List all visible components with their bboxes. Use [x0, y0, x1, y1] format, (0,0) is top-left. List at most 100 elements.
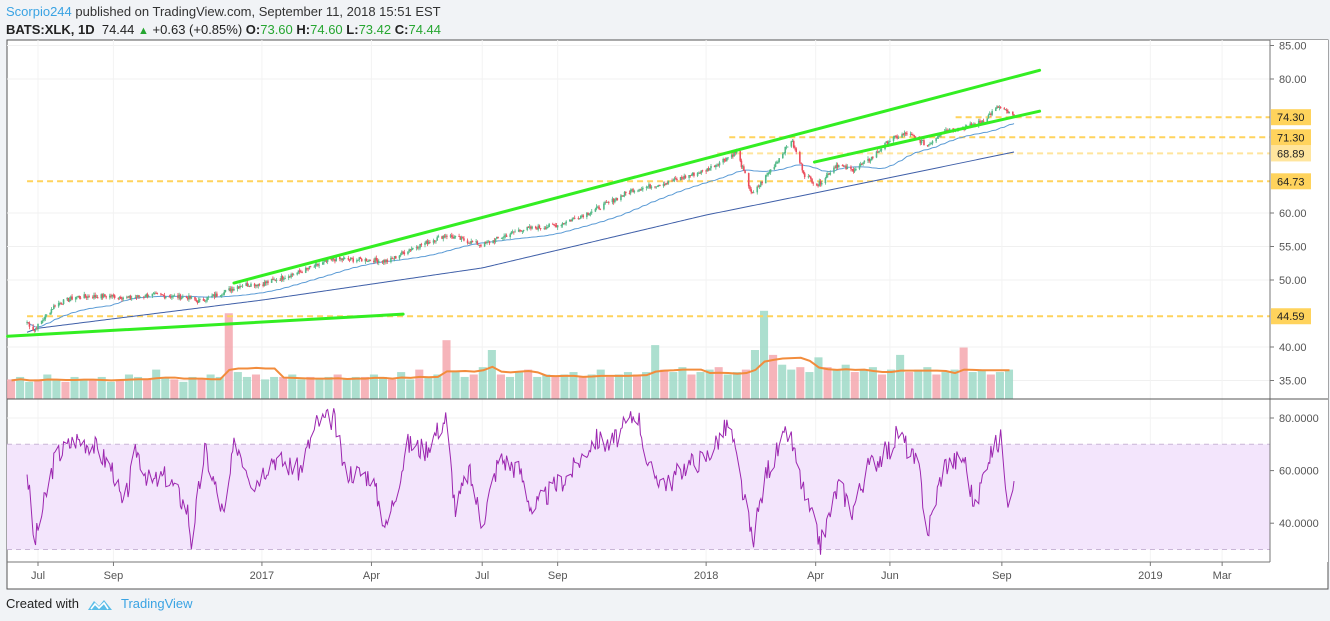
- tradingview-logo-icon: [87, 599, 112, 610]
- volume-bar: [560, 374, 569, 399]
- candle-body: [528, 226, 531, 228]
- candle-body: [970, 123, 973, 126]
- volume-bar: [451, 372, 460, 399]
- candle-body: [335, 257, 337, 262]
- candle-body: [879, 150, 881, 152]
- volume-bar: [823, 367, 832, 399]
- symbol-label[interactable]: BATS:XLK, 1D: [6, 22, 95, 37]
- candle-body: [829, 172, 832, 175]
- rsi-line: [26, 408, 1015, 555]
- volume-bar: [279, 376, 288, 399]
- candle-body: [432, 240, 435, 243]
- candle-body: [732, 154, 734, 157]
- candle-body: [931, 141, 934, 144]
- volume-bar: [52, 379, 61, 399]
- candle-body: [633, 190, 636, 193]
- candle-body: [274, 279, 277, 281]
- candle-body: [598, 206, 600, 210]
- candle-body: [505, 235, 508, 237]
- candle-body: [212, 294, 215, 296]
- candle-body: [239, 285, 241, 288]
- candle-body: [629, 190, 632, 194]
- candle-body: [667, 180, 670, 184]
- candle-body: [615, 198, 617, 201]
- candle-body: [324, 260, 327, 262]
- candle-body: [642, 187, 644, 190]
- candle-body: [640, 189, 643, 191]
- candle-body: [477, 244, 480, 246]
- candle-body: [60, 302, 62, 304]
- publish-info: Scorpio244 published on TradingView.com,…: [6, 4, 441, 19]
- candle-body: [740, 160, 743, 168]
- candle-body: [969, 123, 972, 126]
- candle-body: [420, 243, 423, 245]
- candle-body: [699, 172, 701, 174]
- candle-body: [171, 296, 173, 298]
- volume-bar: [360, 376, 369, 399]
- candle-body: [102, 294, 105, 298]
- candle-body: [255, 284, 257, 287]
- candle-body: [531, 226, 533, 229]
- candle-body: [897, 137, 900, 139]
- candle-body: [768, 172, 771, 174]
- candle-body: [828, 173, 830, 175]
- volume-bar: [342, 379, 351, 399]
- volume-bar: [596, 369, 605, 399]
- candle-body: [197, 300, 200, 303]
- tradingview-brand-link[interactable]: TradingView: [120, 596, 193, 611]
- volume-bar: [868, 367, 877, 399]
- candle-body: [547, 226, 549, 228]
- candle-body: [332, 258, 335, 260]
- volume-bar: [106, 381, 115, 399]
- candle-body: [444, 235, 447, 237]
- volume-bar: [415, 369, 424, 399]
- volume-series: [7, 310, 1014, 399]
- candle-body: [880, 149, 883, 151]
- candle-body: [510, 231, 513, 235]
- author-link[interactable]: Scorpio244: [6, 4, 72, 19]
- candle-body: [862, 162, 864, 164]
- time-tick-label: Apr: [807, 570, 824, 582]
- candle-body: [214, 293, 217, 297]
- candle-body: [308, 266, 311, 269]
- volume-bar: [261, 379, 270, 399]
- candle-body: [986, 118, 989, 122]
- candle-body: [483, 242, 486, 247]
- candle-body: [143, 296, 145, 298]
- candle-body: [569, 219, 571, 222]
- candle-body: [977, 120, 980, 126]
- candle-body: [128, 295, 131, 298]
- candle-body: [835, 164, 838, 169]
- candle-body: [573, 217, 576, 219]
- candle-body: [693, 172, 695, 176]
- price-tick-label: 85.00: [1279, 41, 1307, 53]
- candle-body: [716, 164, 718, 166]
- candle-body: [906, 133, 908, 135]
- candle-body: [903, 132, 906, 135]
- candle-body: [347, 258, 350, 260]
- volume-bar: [642, 372, 651, 399]
- volume-bar: [741, 369, 750, 399]
- volume-bar: [115, 379, 124, 399]
- candle-body: [433, 240, 436, 242]
- candle-body: [364, 258, 367, 262]
- candle-body: [173, 295, 176, 297]
- candle-body: [298, 270, 301, 272]
- volume-bar: [333, 374, 342, 399]
- candle-body: [929, 143, 931, 145]
- candle-body: [577, 218, 580, 220]
- candle-body: [988, 113, 991, 115]
- price-axis-bg: [1270, 40, 1328, 562]
- candle-body: [655, 186, 658, 188]
- candle-body: [784, 146, 787, 154]
- candle-body: [195, 299, 198, 301]
- candle-body: [504, 235, 507, 237]
- candle-body: [852, 169, 855, 172]
- footer: Created with TradingView: [6, 596, 193, 611]
- candle-body: [376, 260, 379, 263]
- volume-bar: [569, 372, 578, 399]
- candle-body: [161, 294, 163, 296]
- time-tick-label: Apr: [363, 570, 380, 582]
- candle-body: [923, 140, 925, 146]
